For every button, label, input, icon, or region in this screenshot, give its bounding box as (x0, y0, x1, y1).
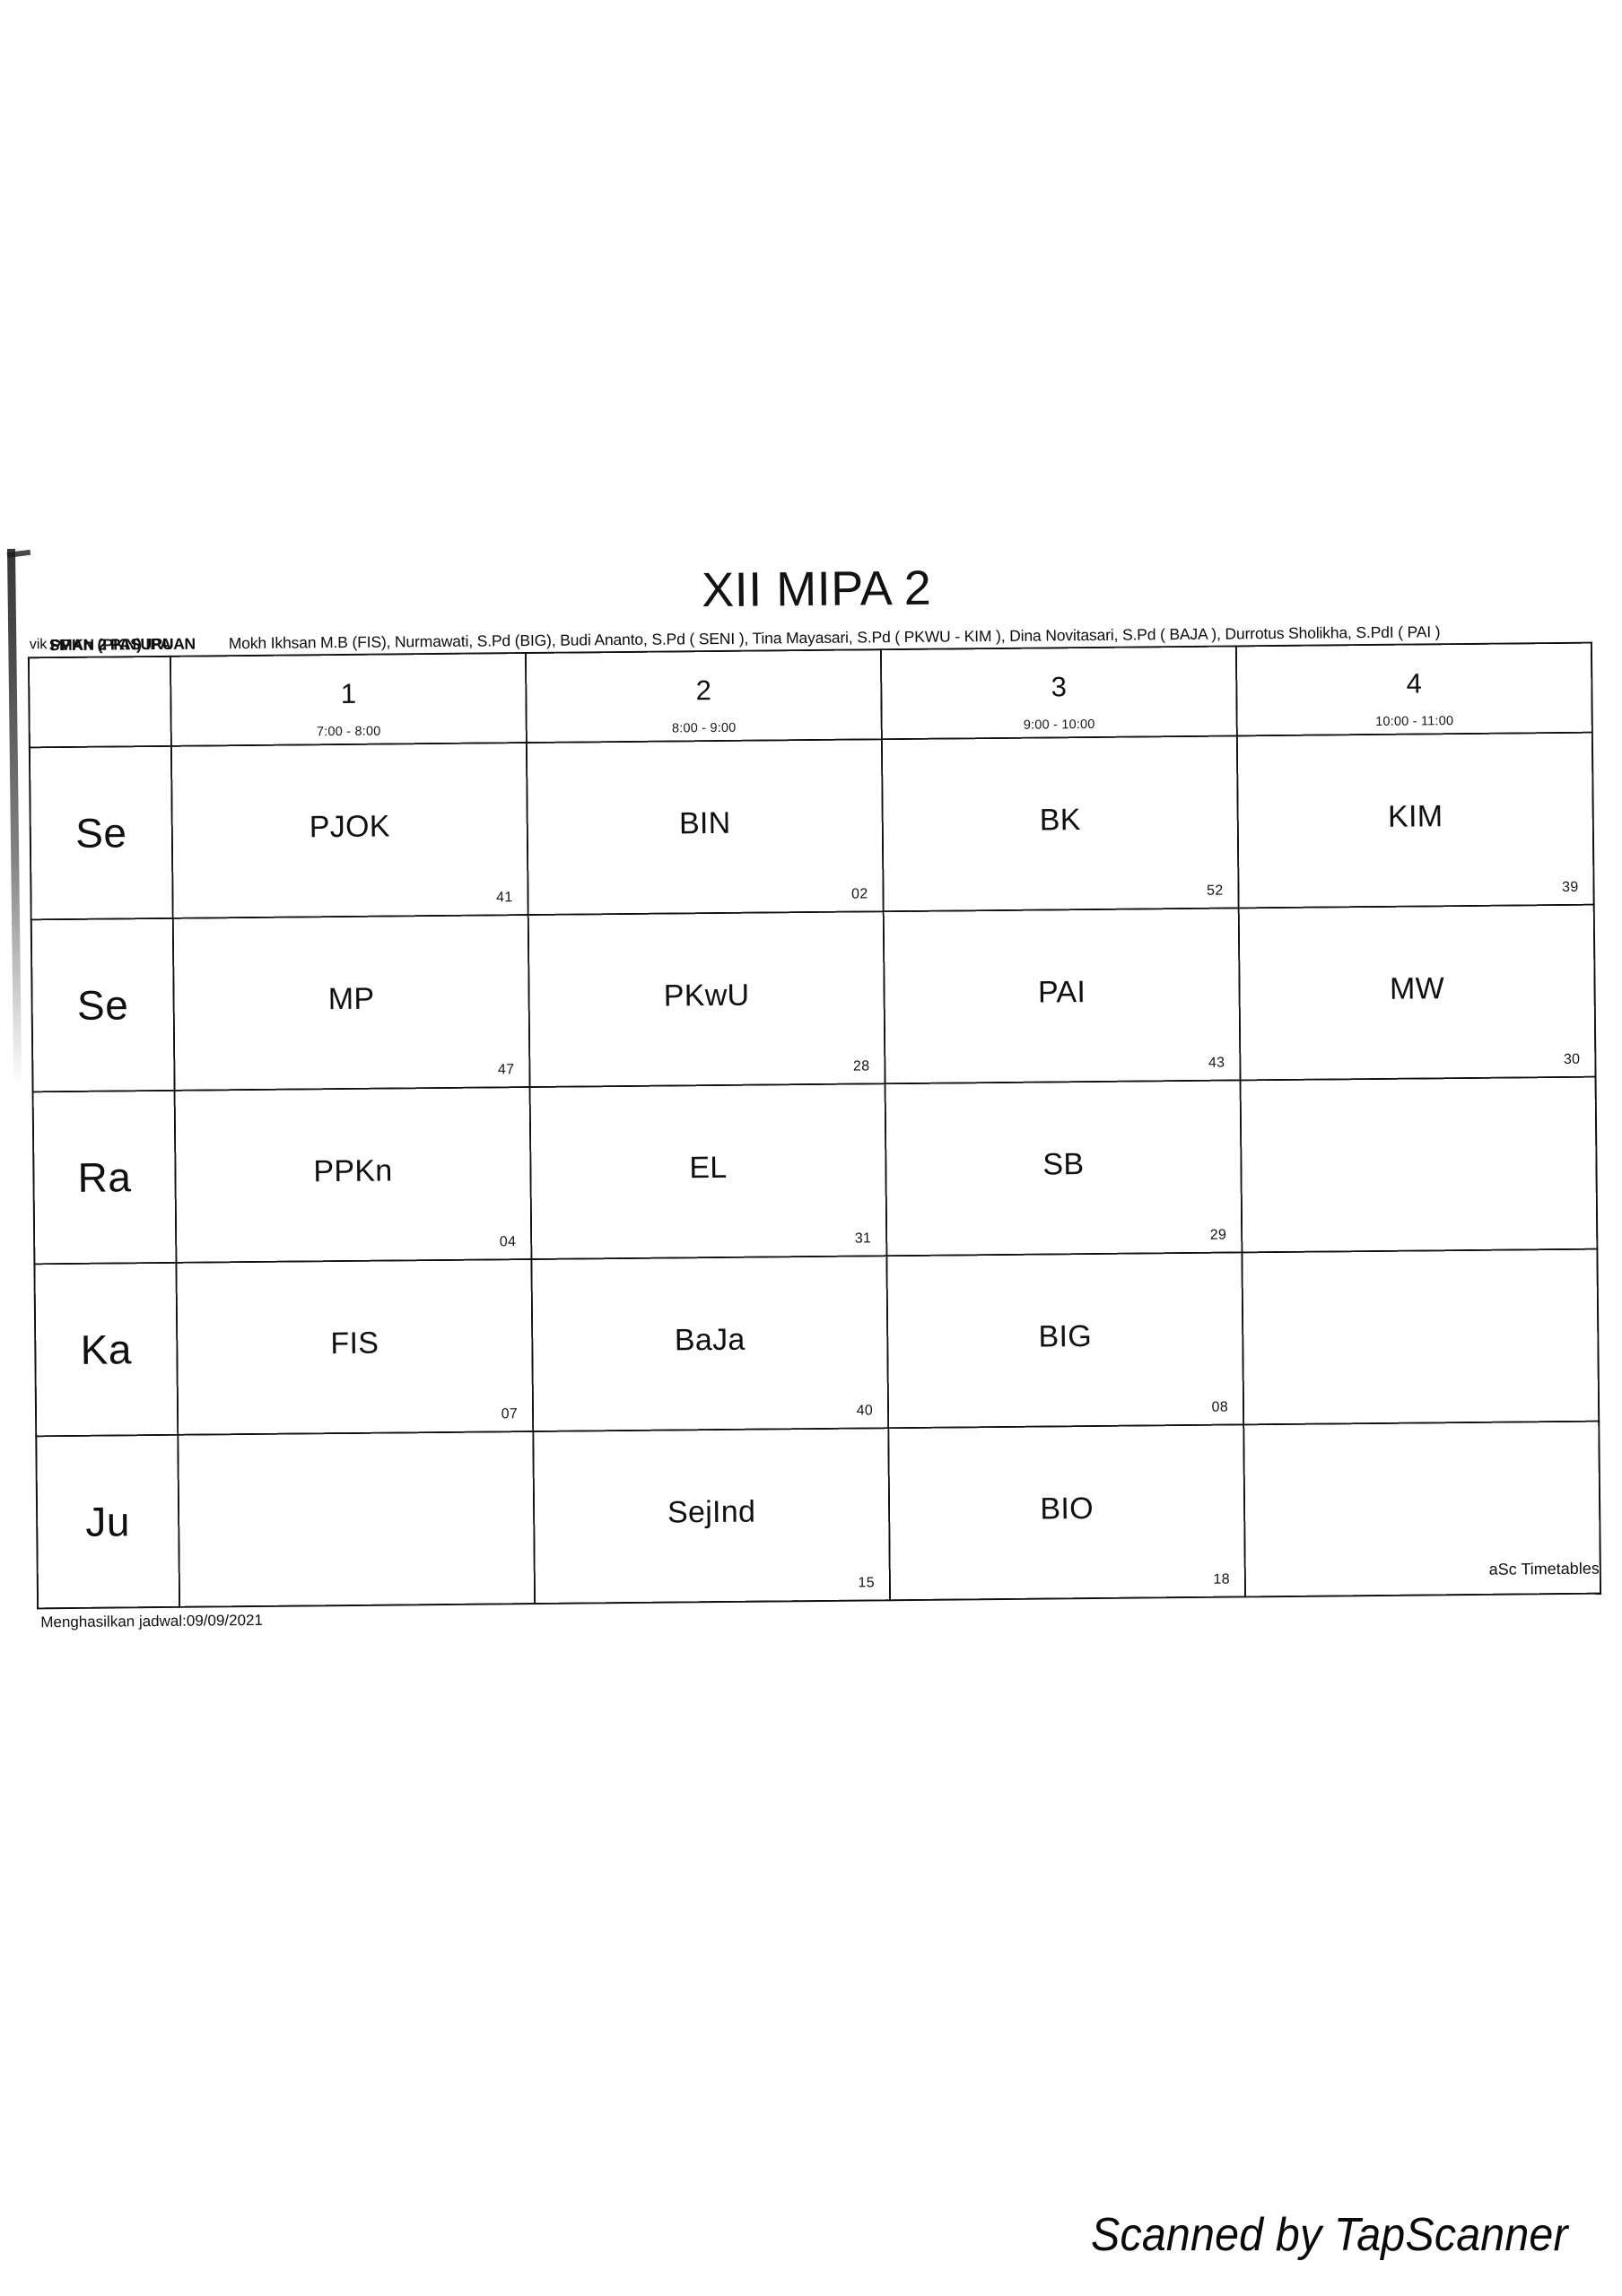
lesson-subject: PKwU (663, 978, 750, 1013)
lesson-cell[interactable]: BIG 08 (886, 1252, 1244, 1429)
lesson-cell[interactable]: SejInd 15 (533, 1428, 891, 1605)
timetable-document: XII MIPA 2 vik SMAN 2 PASURUAN PPKn (PKN… (27, 558, 1605, 1639)
lesson-cell[interactable]: MW 30 (1238, 904, 1596, 1081)
page-title: XII MIPA 2 (701, 561, 932, 618)
lesson-room-code: 07 (501, 1406, 519, 1422)
lesson-subject: BaJa (674, 1322, 746, 1358)
lesson-cell[interactable]: MP 47 (172, 915, 530, 1091)
lesson-room-code: 41 (496, 890, 513, 906)
lesson-cell[interactable]: SB 29 (885, 1080, 1243, 1257)
lesson-subject: KIM (1387, 799, 1443, 834)
asc-timetables-brand: aSc Timetables (1488, 1559, 1600, 1578)
day-label-cell: Ra (32, 1090, 177, 1265)
lesson-room-code: 04 (499, 1234, 517, 1250)
day-label-cell: Ju (36, 1434, 180, 1609)
lesson-cell[interactable]: PPKn 04 (174, 1087, 532, 1263)
timetable-header-row: 1 7:00 - 8:00 2 8:00 - 9:00 3 9:00 - 10:00 4 10… (28, 642, 1592, 748)
lesson-subject: PPKn (313, 1153, 393, 1189)
lesson-subject: SejInd (667, 1494, 756, 1530)
day-label-cell: Se (29, 745, 173, 920)
lesson-room-code: 08 (1211, 1399, 1229, 1415)
period-header-1: 1 7:00 - 8:00 (170, 653, 527, 746)
timetable-row: Ju SejInd 15 BIO 18 (36, 1421, 1601, 1609)
lesson-subject (179, 1518, 533, 1521)
lesson-room-code: 28 (852, 1058, 870, 1074)
lesson-subject: BIN (678, 805, 731, 841)
period-time-range: 10:00 - 11:00 (1375, 714, 1454, 730)
lesson-room-code: 29 (1209, 1227, 1227, 1243)
lesson-room-code: 02 (851, 886, 868, 902)
lesson-cell[interactable] (1242, 1248, 1600, 1425)
period-time-range: 7:00 - 8:00 (316, 724, 381, 740)
generated-date-label: Menghasilkan jadwal:09/09/2021 (40, 1611, 263, 1631)
timetable-row: Se MP 47 PKwU 28 PAI 43 MW 30 (31, 904, 1596, 1092)
lesson-cell[interactable]: PKwU 28 (528, 911, 885, 1088)
lesson-subject: BIG (1038, 1318, 1093, 1354)
lesson-subject (1243, 1335, 1597, 1339)
lesson-cell[interactable] (178, 1431, 536, 1607)
lesson-room-code: 15 (858, 1575, 875, 1591)
timetable-row: Ra PPKn 04 EL 31 SB 29 (32, 1076, 1598, 1265)
credit-prefix-text: vik (29, 637, 48, 653)
lesson-cell[interactable]: KIM 39 (1236, 732, 1594, 909)
credit-ghost-line-b: PPKn (PKN) IPA (49, 634, 171, 655)
lesson-cell[interactable]: BIO 18 (888, 1424, 1246, 1601)
lesson-room-code: 31 (854, 1231, 872, 1247)
lesson-room-code: 30 (1563, 1051, 1581, 1067)
lesson-subject: PJOK (309, 809, 390, 845)
timetable-corner-cell (28, 656, 171, 748)
period-time-range: 8:00 - 9:00 (671, 721, 737, 736)
lesson-subject (1245, 1508, 1599, 1511)
period-header-2: 2 8:00 - 9:00 (525, 649, 882, 744)
period-header-3: 3 9:00 - 10:00 (880, 646, 1237, 740)
lesson-subject: MP (327, 981, 375, 1017)
timetable-row: Se PJOK 41 BIN 02 BK 52 KIM 39 (29, 732, 1594, 920)
lesson-subject: BK (1039, 803, 1081, 838)
lesson-subject: MW (1389, 971, 1445, 1006)
tapscanner-watermark: Scanned by TapScanner (1091, 2209, 1568, 2261)
lesson-room-code: 43 (1208, 1055, 1225, 1071)
day-label-cell: Se (31, 918, 175, 1092)
lesson-subject: FIS (330, 1326, 379, 1361)
timetable-row: Ka FIS 07 BaJa 40 BIG 08 (34, 1248, 1600, 1437)
period-number: 4 (1406, 667, 1423, 700)
lesson-cell[interactable]: PAI 43 (883, 908, 1241, 1084)
lesson-cell[interactable]: EL 31 (529, 1083, 887, 1260)
lesson-subject: PAI (1037, 975, 1086, 1010)
lesson-room-code: 39 (1562, 879, 1579, 895)
scan-edge-shadow (7, 548, 22, 1087)
timetable-grid: 1 7:00 - 8:00 2 8:00 - 9:00 3 9:00 - 10:00 4 10… (27, 641, 1602, 1610)
lesson-room-code: 52 (1207, 883, 1224, 899)
lesson-cell[interactable]: BaJa 40 (531, 1256, 889, 1432)
period-number: 2 (695, 674, 712, 707)
lesson-room-code: 40 (856, 1403, 874, 1419)
lesson-room-code: 18 (1213, 1571, 1230, 1587)
lesson-subject (1242, 1163, 1595, 1167)
lesson-subject: BIO (1040, 1491, 1094, 1526)
lesson-cell[interactable]: BIN 02 (526, 739, 884, 916)
period-number: 3 (1051, 671, 1068, 703)
lesson-cell[interactable]: PJOK 41 (170, 743, 528, 918)
day-label-cell: Ka (34, 1262, 179, 1437)
lesson-cell[interactable]: FIS 07 (176, 1259, 534, 1435)
period-number: 1 (340, 678, 357, 710)
lesson-subject: EL (689, 1150, 728, 1186)
period-header-4: 4 10:00 - 11:00 (1235, 642, 1592, 736)
lesson-cell[interactable] (1240, 1076, 1598, 1253)
lesson-cell[interactable]: BK 52 (881, 735, 1239, 912)
lesson-subject: SB (1042, 1147, 1085, 1182)
period-time-range: 9:00 - 10:00 (1023, 718, 1095, 733)
lesson-room-code: 47 (497, 1062, 515, 1078)
